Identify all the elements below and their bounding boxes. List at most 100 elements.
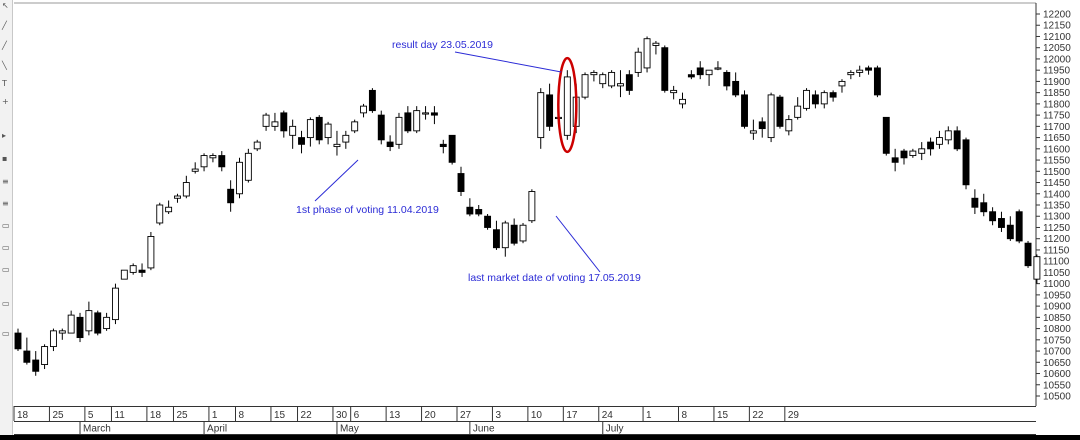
candle (927, 137, 935, 156)
cursor-icon[interactable]: ↖ (2, 1, 9, 10)
candle (76, 312, 84, 343)
candle (856, 65, 864, 77)
price-tick-label: 11800 (1043, 99, 1071, 110)
line-tool-icon[interactable]: ╱ (2, 41, 7, 50)
candle (563, 70, 571, 140)
candle (147, 231, 155, 271)
candle-body (439, 143, 447, 148)
day-tick-label: 25 (176, 410, 188, 421)
candle-body (1006, 224, 1014, 240)
candle-body (32, 359, 40, 372)
candle (23, 337, 31, 365)
marker-icon[interactable]: ▪ (2, 154, 8, 163)
candle-body (705, 69, 713, 76)
highlight-ellipse (557, 56, 578, 154)
channel-tool-icon[interactable]: ≡ (2, 199, 9, 208)
candle (820, 90, 828, 109)
drawing-toolbar: ↖ ╱ ╱ ╲ T + ▸ ▪ ≡ ≡ ▭ ▭ ▭ ▭ ▭ (0, 0, 13, 440)
candle (643, 36, 651, 73)
candle-body (76, 316, 84, 339)
candle (900, 148, 908, 165)
shape-tool-icon[interactable]: ▭ (2, 265, 10, 274)
price-tick-label: 11650 (1043, 133, 1071, 144)
price-tick-label: 10850 (1043, 313, 1071, 324)
candle-body (484, 215, 492, 228)
candles (14, 36, 1041, 376)
candle-body (900, 150, 908, 159)
candle-body (395, 116, 403, 145)
candle-body (723, 71, 731, 87)
candle-body (847, 71, 855, 76)
shape-tool-icon[interactable]: ▭ (2, 299, 10, 308)
candle (882, 116, 890, 156)
candle-body (741, 94, 748, 127)
candle-body (94, 312, 102, 334)
shape-tool-icon[interactable]: ▭ (2, 221, 10, 230)
candle-body (811, 94, 819, 105)
candle (174, 193, 181, 203)
candle-body (998, 218, 1005, 228)
day-tick-label: 10 (531, 410, 543, 421)
day-tick-label: 20 (425, 410, 437, 421)
candle (608, 70, 616, 89)
candle (980, 193, 988, 217)
candle (670, 85, 678, 100)
candle-body (112, 287, 119, 321)
candle (528, 189, 536, 223)
price-tick-label: 10650 (1043, 358, 1071, 369)
candle-body (49, 330, 57, 348)
candle (271, 112, 279, 131)
shape-tool-icon[interactable]: ▭ (2, 329, 10, 338)
candle (767, 92, 775, 143)
candle-body (581, 74, 589, 98)
candle (625, 70, 633, 95)
candle-body (333, 143, 341, 148)
price-tick-label: 10500 (1043, 392, 1071, 403)
candle-body (767, 94, 775, 139)
line-tool-icon[interactable]: ╱ (2, 21, 7, 30)
candle-body (563, 76, 571, 136)
candle-body (838, 80, 846, 87)
candle (413, 106, 421, 134)
candle (1033, 254, 1041, 284)
candle-body (519, 224, 527, 242)
candle-body (227, 188, 235, 204)
candle-body (989, 211, 997, 222)
candle-body (634, 51, 642, 73)
text-tool-icon[interactable]: T (2, 79, 7, 88)
candle (368, 88, 376, 113)
candle (156, 202, 164, 226)
fib-tool-icon[interactable]: ≡ (2, 177, 9, 186)
candle-body (643, 38, 651, 69)
line-tool-icon[interactable]: ╲ (2, 61, 7, 70)
price-tick-label: 11350 (1043, 201, 1071, 212)
day-tick-label: 15 (274, 410, 286, 421)
candle (289, 119, 297, 149)
candle-body (679, 98, 686, 105)
candle (333, 130, 341, 156)
candle (58, 328, 66, 340)
shape-tool-icon[interactable]: ▭ (2, 243, 10, 252)
candle (120, 269, 128, 280)
candle (244, 148, 252, 183)
candle-body (67, 314, 75, 334)
cross-tool-icon[interactable]: + (2, 97, 9, 106)
candle-body (820, 92, 828, 105)
candle (253, 139, 261, 152)
candle-body (891, 157, 899, 163)
candle-body (413, 110, 421, 132)
candle (1015, 209, 1023, 244)
candle-body (785, 119, 793, 132)
candle (404, 106, 412, 134)
candle (430, 106, 438, 125)
candle (838, 79, 846, 93)
candle-body (85, 310, 93, 332)
candle-body (749, 130, 757, 134)
candle (280, 110, 288, 138)
candle (705, 69, 713, 86)
candle (873, 65, 881, 98)
price-tick-label: 10700 (1043, 347, 1071, 358)
price-tick-label: 12000 (1043, 54, 1071, 65)
expand-toolbar-icon[interactable]: ▸ (2, 131, 7, 140)
